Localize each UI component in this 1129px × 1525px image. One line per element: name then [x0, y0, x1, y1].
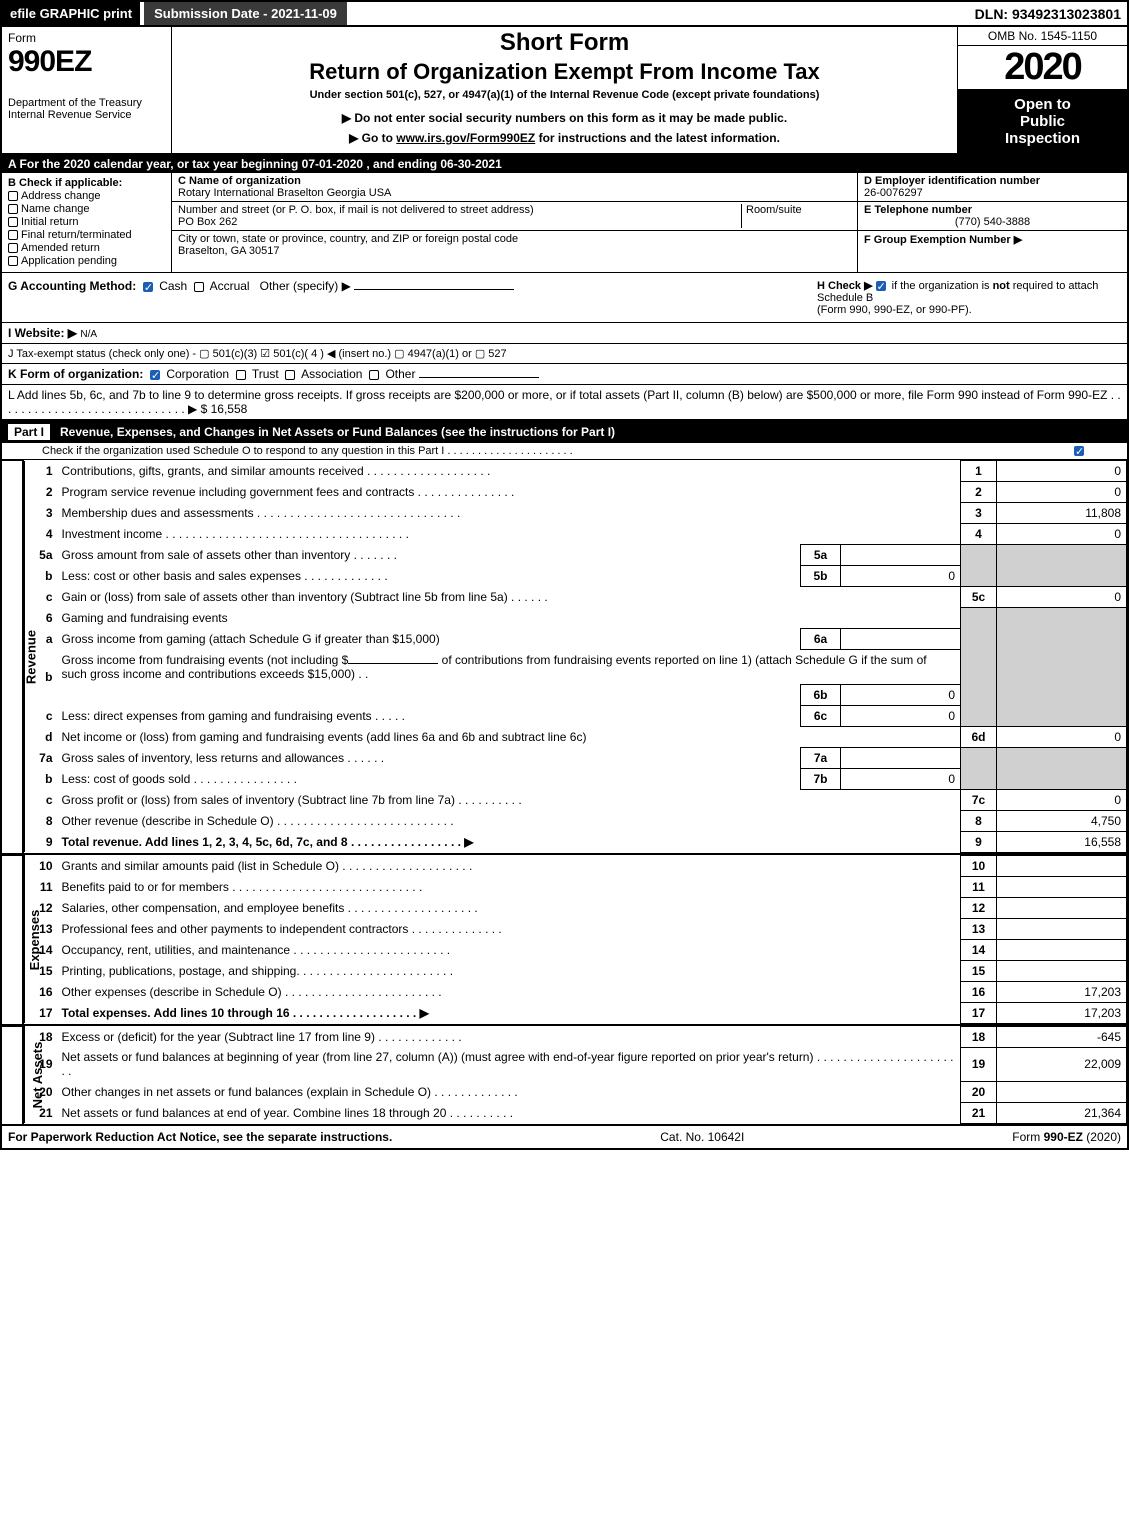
topbar: efile GRAPHIC print Submission Date - 20…: [2, 2, 1127, 27]
chk-h[interactable]: [876, 281, 886, 291]
notice-ssn: ▶ Do not enter social security numbers o…: [178, 111, 951, 125]
part-1-header: Part I Revenue, Expenses, and Changes in…: [2, 421, 1127, 443]
footer-left: For Paperwork Reduction Act Notice, see …: [8, 1130, 392, 1144]
chk-amended-return[interactable]: Amended return: [8, 242, 165, 254]
revenue-table: 1Contributions, gifts, grants, and simil…: [24, 460, 1127, 853]
chk-name-change[interactable]: Name change: [8, 203, 165, 215]
insp-2: Public: [960, 113, 1125, 130]
chk-schedule-o[interactable]: [1074, 446, 1084, 456]
info-grid: B Check if applicable: Address change Na…: [2, 173, 1127, 273]
col-b-checkboxes: B Check if applicable: Address change Na…: [2, 173, 172, 272]
h-label: H Check ▶: [817, 280, 873, 292]
cell-telephone: E Telephone number (770) 540-3888: [858, 202, 1127, 231]
ein-label: D Employer identification number: [864, 175, 1040, 187]
cell-ein: D Employer identification number 26-0076…: [858, 173, 1127, 202]
footer-cat: Cat. No. 10642I: [660, 1130, 744, 1144]
city-value: Braselton, GA 30517: [178, 245, 280, 257]
dept-treasury: Department of the Treasury: [8, 97, 165, 109]
form-number: 990EZ: [8, 45, 165, 79]
l-text: L Add lines 5b, 6c, and 7b to line 9 to …: [8, 388, 1121, 416]
insp-1: Open to: [960, 96, 1125, 113]
i-label: I Website: ▶: [8, 326, 77, 340]
cell-org-name: C Name of organization Rotary Internatio…: [172, 173, 857, 202]
form-label: Form: [8, 31, 165, 45]
chk-address-change[interactable]: Address change: [8, 190, 165, 202]
g-label: G Accounting Method:: [8, 279, 136, 293]
notice-goto-post: for instructions and the latest informat…: [535, 131, 780, 145]
main-title: Return of Organization Exempt From Incom…: [178, 59, 951, 85]
netassets-section: Net Assets 18Excess or (deficit) for the…: [2, 1024, 1127, 1126]
row-i-website: I Website: ▶ N/A: [2, 323, 1127, 344]
room-suite: Room/suite: [741, 204, 851, 228]
org-name-label: C Name of organization: [178, 175, 301, 187]
short-form-title: Short Form: [178, 29, 951, 57]
chk-initial-return[interactable]: Initial return: [8, 216, 165, 228]
submission-date: Submission Date - 2021-11-09: [144, 2, 347, 25]
group-label: F Group Exemption Number ▶: [864, 234, 1022, 246]
col-c-org-info: C Name of organization Rotary Internatio…: [172, 173, 857, 272]
i-value: N/A: [80, 329, 97, 340]
chk-trust[interactable]: [236, 370, 246, 380]
expenses-side-label: Expenses: [2, 855, 24, 1024]
tax-year: 2020: [958, 46, 1127, 90]
city-label: City or town, state or province, country…: [178, 233, 518, 245]
irs-link[interactable]: www.irs.gov/Form990EZ: [396, 131, 535, 145]
chk-other-org[interactable]: [369, 370, 379, 380]
efile-print-label[interactable]: efile GRAPHIC print: [2, 2, 140, 25]
part-1-sub: Check if the organization used Schedule …: [2, 443, 1127, 460]
tel-label: E Telephone number: [864, 204, 972, 216]
chk-application-pending[interactable]: Application pending: [8, 255, 165, 267]
notice-goto: ▶ Go to www.irs.gov/Form990EZ for instru…: [178, 131, 951, 145]
row-k-form-org: K Form of organization: Corporation Trus…: [2, 364, 1127, 385]
form-container: efile GRAPHIC print Submission Date - 20…: [0, 0, 1129, 1150]
header-right: OMB No. 1545-1150 2020 Open to Public In…: [957, 27, 1127, 153]
revenue-section: Revenue 1Contributions, gifts, grants, a…: [2, 460, 1127, 853]
l-amount: 16,558: [211, 402, 248, 416]
part-1-title: Revenue, Expenses, and Changes in Net As…: [60, 425, 615, 439]
open-to-public: Open to Public Inspection: [958, 90, 1127, 153]
cell-city: City or town, state or province, country…: [172, 231, 857, 259]
tel-value: (770) 540-3888: [864, 216, 1121, 228]
header: Form 990EZ Department of the Treasury In…: [2, 27, 1127, 155]
row-h: H Check ▶ if the organization is not req…: [811, 279, 1121, 316]
dln: DLN: 93492313023801: [975, 6, 1127, 22]
k-label: K Form of organization:: [8, 367, 143, 381]
insp-3: Inspection: [960, 130, 1125, 147]
header-center: Short Form Return of Organization Exempt…: [172, 27, 957, 153]
chk-corporation[interactable]: [150, 370, 160, 380]
addr-label: Number and street (or P. O. box, if mail…: [178, 204, 534, 216]
cell-group-exemption: F Group Exemption Number ▶: [858, 231, 1127, 272]
col-b-title: B Check if applicable:: [8, 177, 165, 189]
row-a-taxyear: A For the 2020 calendar year, or tax yea…: [2, 155, 1127, 173]
revenue-side-label: Revenue: [2, 460, 24, 853]
netassets-table: 18Excess or (deficit) for the year (Subt…: [24, 1026, 1127, 1124]
row-g-accounting: G Accounting Method: Cash Accrual Other …: [2, 273, 1127, 323]
chk-cash[interactable]: [143, 282, 153, 292]
notice-goto-pre: ▶ Go to: [349, 131, 396, 145]
netassets-side-label: Net Assets: [2, 1026, 24, 1124]
expenses-section: Expenses 10Grants and similar amounts pa…: [2, 853, 1127, 1024]
cell-address: Number and street (or P. O. box, if mail…: [172, 202, 857, 231]
addr-value: PO Box 262: [178, 216, 237, 228]
footer-right: Form 990-EZ (2020): [1012, 1130, 1121, 1144]
row-l-gross-receipts: L Add lines 5b, 6c, and 7b to line 9 to …: [2, 385, 1127, 421]
chk-accrual[interactable]: [194, 282, 204, 292]
org-name: Rotary International Braselton Georgia U…: [178, 187, 391, 199]
subtitle: Under section 501(c), 527, or 4947(a)(1)…: [178, 89, 951, 101]
omb-number: OMB No. 1545-1150: [958, 27, 1127, 46]
col-def: D Employer identification number 26-0076…: [857, 173, 1127, 272]
row-j-tax-exempt: J Tax-exempt status (check only one) - ▢…: [2, 344, 1127, 364]
part-1-num: Part I: [8, 424, 50, 440]
chk-association[interactable]: [285, 370, 295, 380]
footer: For Paperwork Reduction Act Notice, see …: [2, 1126, 1127, 1148]
dept-irs: Internal Revenue Service: [8, 109, 165, 121]
chk-final-return[interactable]: Final return/terminated: [8, 229, 165, 241]
header-left: Form 990EZ Department of the Treasury In…: [2, 27, 172, 153]
ein-value: 26-0076297: [864, 187, 923, 199]
expenses-table: 10Grants and similar amounts paid (list …: [24, 855, 1127, 1024]
